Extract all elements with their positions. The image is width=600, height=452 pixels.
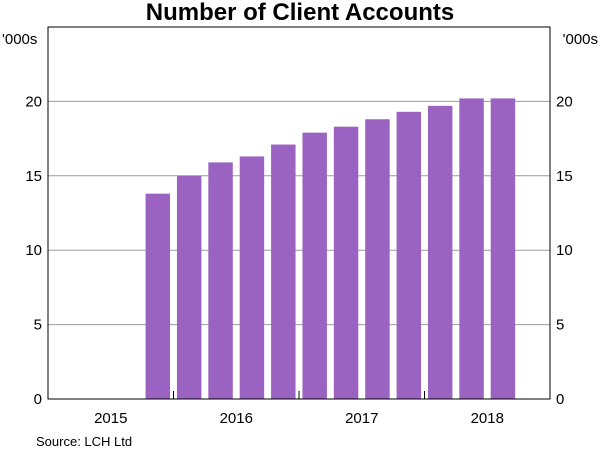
bar	[490, 98, 516, 399]
axis-ticks	[173, 391, 425, 399]
tick-labels: 0 0 5 5 10 10 15 15 20 20 2015 2016 2017 2018	[25, 93, 572, 427]
bar	[333, 126, 359, 400]
bar	[145, 193, 171, 399]
y-tick-label-right: 15	[556, 168, 573, 185]
bar	[239, 156, 265, 399]
bars	[145, 98, 516, 400]
y-tick-label-left: 0	[34, 391, 42, 408]
x-tick-label: 2018	[471, 410, 504, 427]
y-tick-label-left: 10	[25, 242, 42, 259]
bar	[365, 119, 390, 400]
bar	[302, 132, 327, 399]
x-tick-label: 2016	[220, 410, 253, 427]
y-tick-label-right: 10	[556, 242, 573, 259]
y-tick-label-right: 0	[556, 391, 564, 408]
bar	[459, 98, 484, 399]
bar	[396, 111, 422, 399]
y-tick-label-right: 5	[556, 317, 564, 334]
bar	[427, 105, 453, 399]
y-tick-label-left: 5	[34, 317, 42, 334]
x-tick-label: 2017	[345, 410, 378, 427]
y-unit-right: '000s	[563, 31, 598, 48]
bar	[271, 144, 296, 399]
y-tick-label-left: 15	[25, 168, 42, 185]
y-unit-left: '000s	[2, 31, 37, 48]
source-note: Source: LCH Ltd	[36, 434, 132, 449]
y-tick-label-right: 20	[556, 93, 573, 110]
y-tick-label-left: 20	[25, 93, 42, 110]
chart-title: Number of Client Accounts	[146, 0, 454, 26]
x-tick-label: 2015	[94, 410, 127, 427]
bar	[208, 162, 233, 399]
bar	[176, 175, 202, 399]
